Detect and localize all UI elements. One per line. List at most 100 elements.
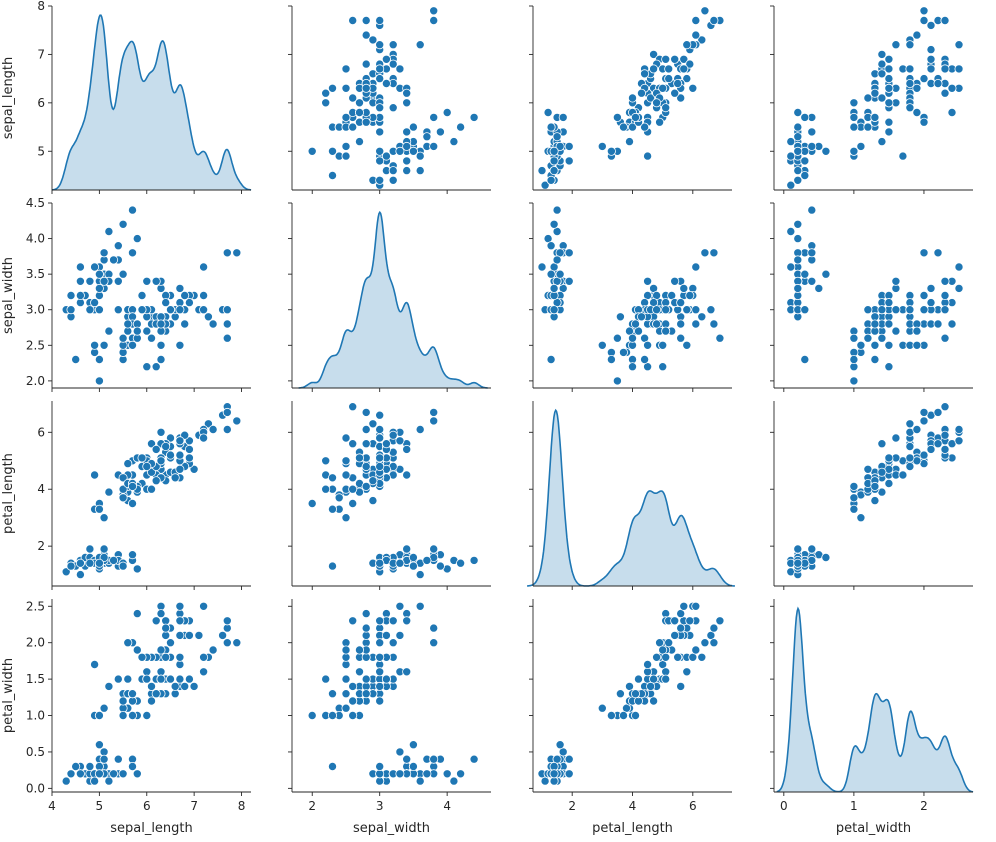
scatter-point (884, 298, 894, 308)
scatter-point (361, 59, 371, 69)
scatter-point (99, 754, 109, 764)
panel-petal_length-vs-petal_length (527, 401, 735, 590)
panel-sepal_length-vs-sepal_length: 5 6 7 8 (37, 0, 252, 194)
x-tick-label: 1 (850, 799, 858, 813)
scatter-point (940, 290, 950, 300)
scatter-point (104, 487, 114, 497)
scatter-point (165, 674, 175, 684)
scatter-point (402, 667, 412, 677)
scatter-point (456, 558, 466, 568)
scatter-point (354, 137, 364, 147)
scatter-point (631, 112, 641, 122)
x-tick-label: 4 (629, 799, 637, 813)
scatter-point (132, 645, 142, 655)
scatter-point (543, 108, 553, 118)
scatter-point (402, 470, 412, 480)
scatter-point (341, 64, 351, 74)
scatter-point (113, 241, 123, 251)
scatter-point (649, 49, 659, 59)
scatter-point (381, 79, 391, 89)
scatter-point (422, 769, 432, 779)
scatter-point (348, 696, 358, 706)
scatter-point (375, 175, 385, 185)
scatter-point (715, 333, 725, 343)
scatter-point (449, 137, 459, 147)
scatter-point (127, 340, 137, 350)
scatter-point (113, 276, 123, 286)
scatter-point (75, 558, 85, 568)
scatter-point (558, 112, 568, 122)
scatter-point (184, 298, 194, 308)
scatter-point (75, 570, 85, 580)
scatter-point (327, 762, 337, 772)
scatter-point (849, 504, 859, 514)
scatter-point (137, 305, 147, 315)
scatter-point (905, 441, 915, 451)
scatter-point (891, 326, 901, 336)
panel-sepal_length-vs-sepal_width (288, 5, 491, 194)
scatter-point (877, 305, 887, 315)
scatter-point (552, 205, 562, 215)
panel-petal_width-vs-sepal_width: 2 3 4 (288, 599, 491, 813)
scatter-point (321, 88, 331, 98)
scatter-point (905, 419, 915, 429)
scatter-point (469, 112, 479, 122)
scatter-point (821, 146, 831, 156)
scatter-point (85, 276, 95, 286)
scatter-point (75, 276, 85, 286)
scatter-point (691, 305, 701, 315)
scatter-point (170, 681, 180, 691)
scatter-point (232, 638, 242, 648)
scatter-point (175, 305, 185, 315)
scatter-point (161, 623, 171, 633)
scatter-point (691, 30, 701, 40)
panel-sepal_length-vs-petal_width (770, 5, 973, 194)
scatter-point (375, 762, 385, 772)
scatter-point (395, 630, 405, 640)
scatter-point (933, 319, 943, 329)
scatter-point (679, 64, 689, 74)
scatter-point (341, 645, 351, 655)
scatter-point (327, 146, 337, 156)
scatter-point (341, 689, 351, 699)
scatter-point (66, 305, 76, 315)
y-tick-label: 4 (37, 482, 45, 496)
scatter-point (132, 609, 142, 619)
scatter-point (408, 561, 418, 571)
scatter-point (435, 561, 445, 571)
scatter-point (649, 696, 659, 706)
scatter-point (940, 402, 950, 412)
scatter-point (954, 424, 964, 434)
y-tick-label: 4.5 (26, 196, 45, 210)
scatter-point (118, 484, 128, 494)
scatter-point (189, 681, 199, 691)
scatter-point (156, 609, 166, 619)
scatter-point (549, 166, 559, 176)
scatter-point (800, 354, 810, 364)
scatter-point (863, 464, 873, 474)
y-tick-label: 5 (37, 144, 45, 158)
scatter-point (670, 616, 680, 626)
y-tick-label: 0.0 (26, 781, 45, 795)
scatter-point (388, 40, 398, 50)
scatter-point (691, 319, 701, 329)
scatter-point (615, 689, 625, 699)
scatter-point (354, 108, 364, 118)
scatter-point (940, 444, 950, 454)
scatter-point (786, 226, 796, 236)
x-axis-label: sepal_length (110, 821, 193, 836)
scatter-point (375, 681, 385, 691)
scatter-point (877, 93, 887, 103)
scatter-point (156, 354, 166, 364)
scatter-point (884, 83, 894, 93)
scatter-point (685, 290, 695, 300)
scatter-point (375, 103, 385, 113)
scatter-point (546, 241, 556, 251)
scatter-point (884, 319, 894, 329)
scatter-point (218, 630, 228, 640)
scatter-point (691, 262, 701, 272)
scatter-point (849, 333, 859, 343)
scatter-point (85, 762, 95, 772)
scatter-point (61, 567, 71, 577)
scatter-point (564, 754, 574, 764)
